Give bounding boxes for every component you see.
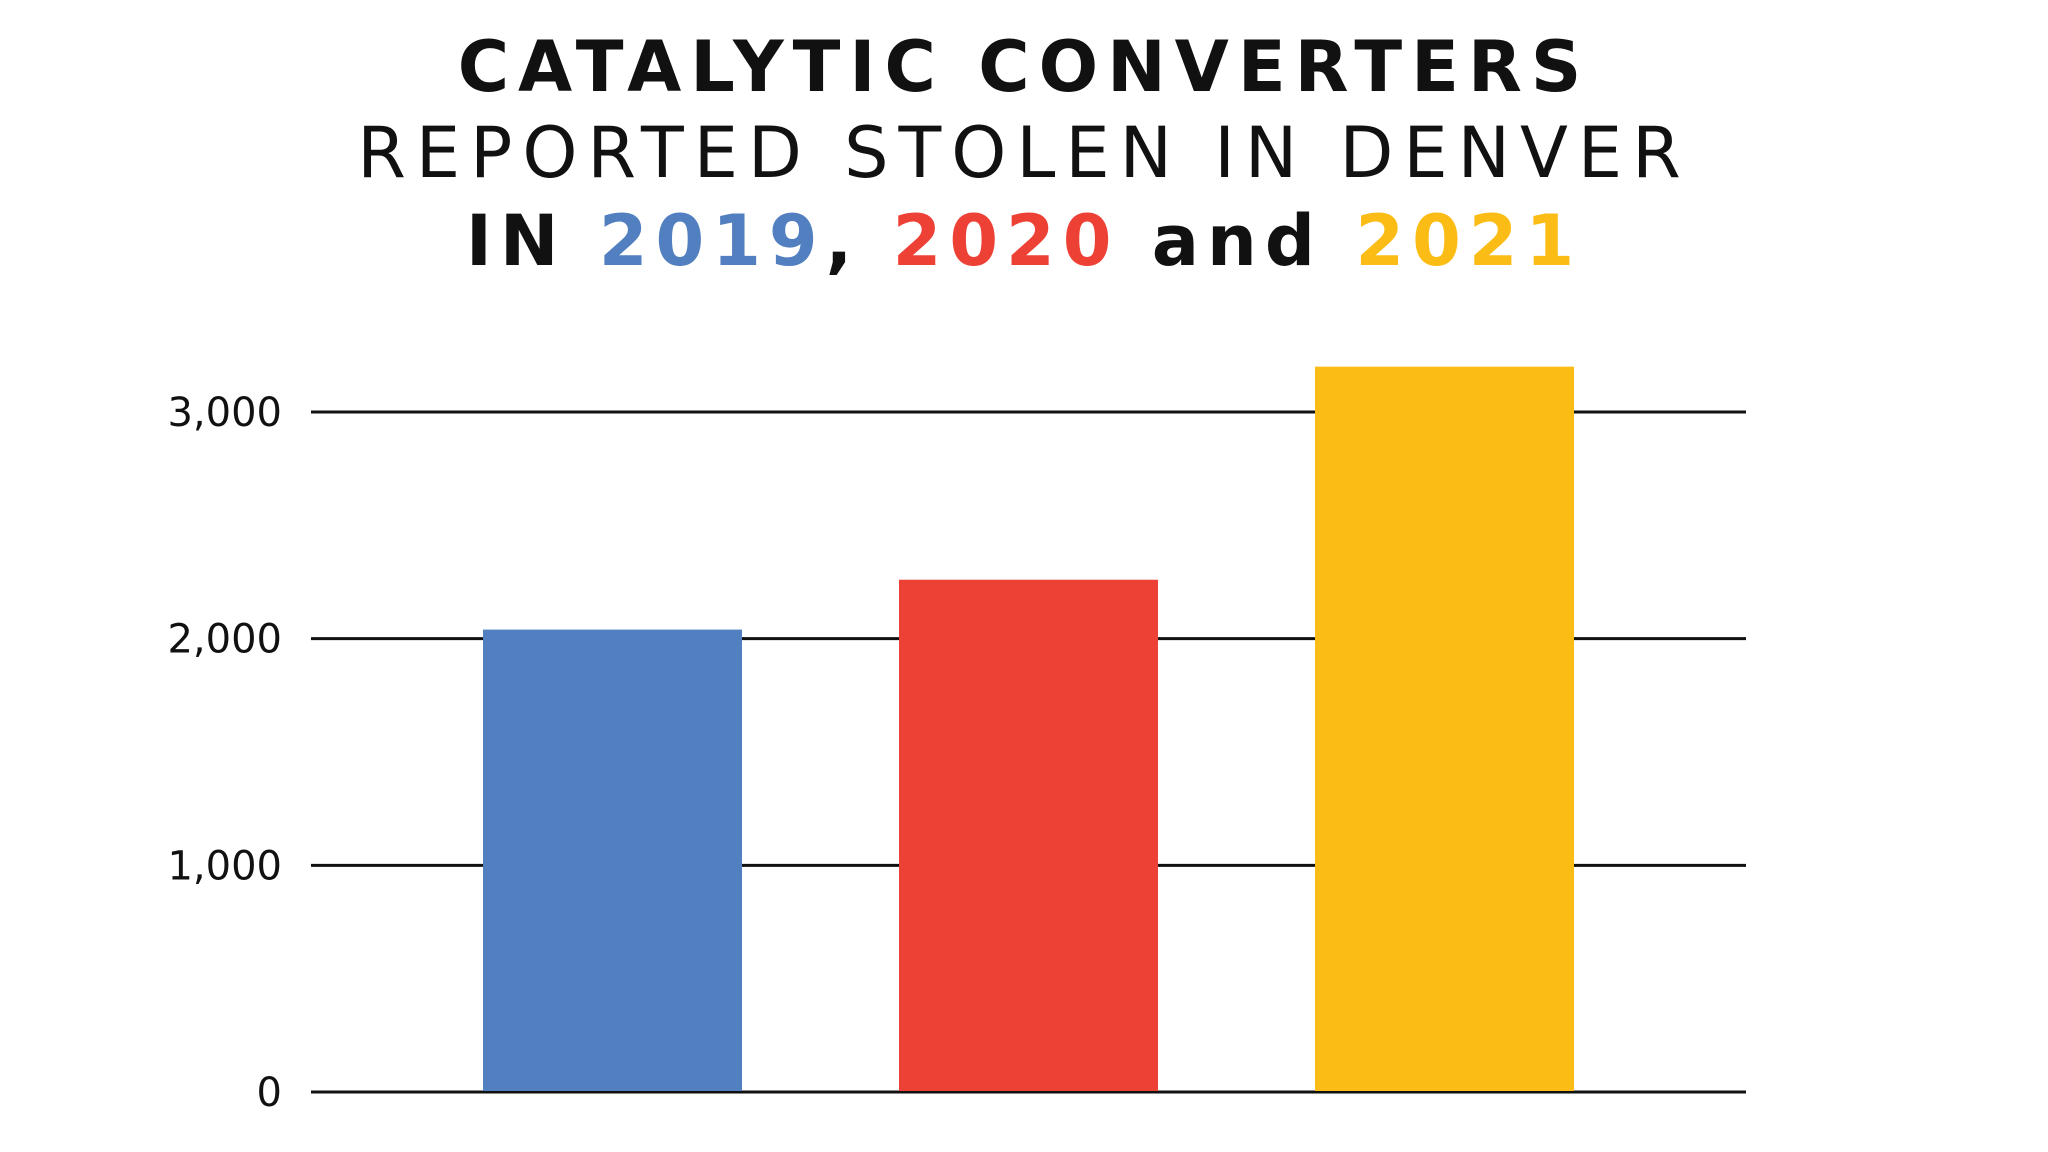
title-year-2019: 2019 xyxy=(598,200,826,282)
y-tick-label: 1,000 xyxy=(167,843,282,889)
chart-title-line-3: IN 2019, 2020 and 2021 xyxy=(0,200,2048,282)
chart-title-line-2: REPORTED STOLEN IN DENVER xyxy=(357,112,1691,194)
y-tick-label: 0 xyxy=(257,1070,282,1116)
title-year-2020: 2020 xyxy=(892,200,1120,282)
title-separator: , xyxy=(825,200,893,282)
chart-title-line-1: CATALYTIC CONVERTERS xyxy=(457,26,1591,108)
bar-2019 xyxy=(483,629,742,1091)
bar-2021 xyxy=(1315,366,1574,1092)
bar-2020 xyxy=(899,579,1158,1091)
y-tick-label: 2,000 xyxy=(167,617,282,663)
y-tick-label: 3,000 xyxy=(167,390,282,436)
title-and: and xyxy=(1119,200,1356,282)
title-year-2021: 2021 xyxy=(1355,200,1583,282)
title-prefix: IN xyxy=(465,200,599,282)
